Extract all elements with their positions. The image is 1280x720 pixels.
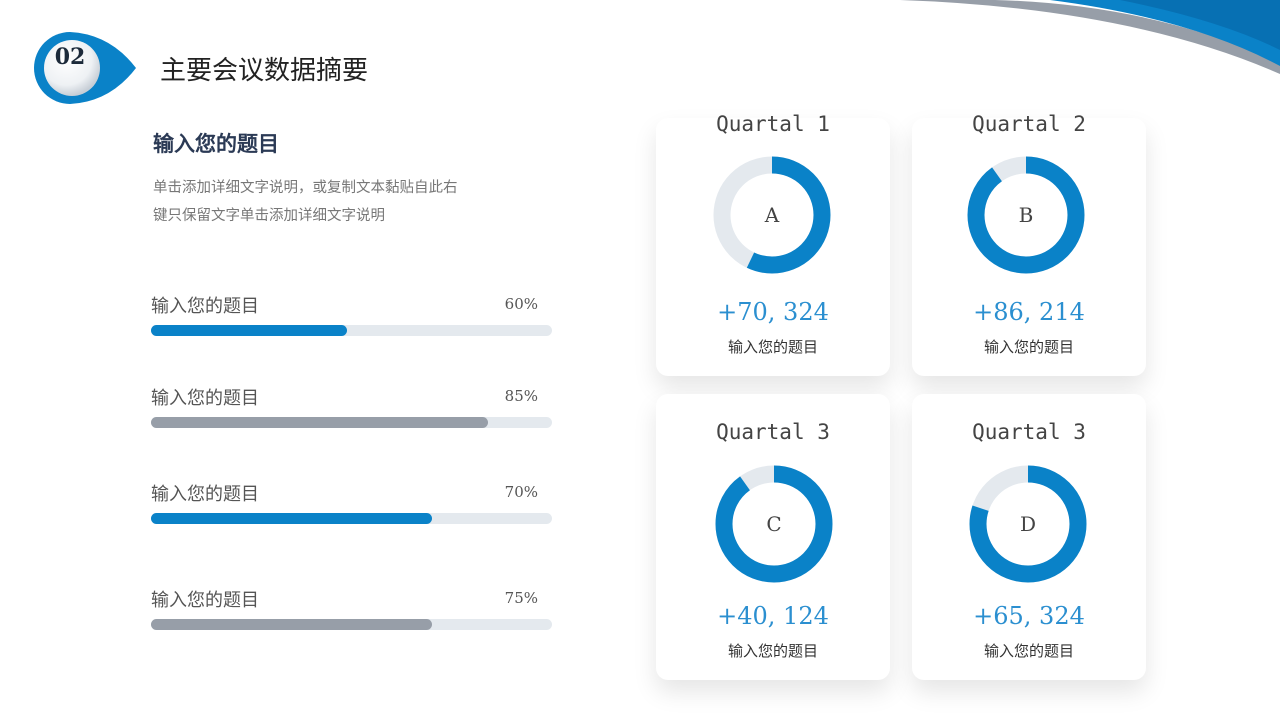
card-caption: 输入您的题目 bbox=[983, 338, 1074, 356]
card-caption: 输入您的题目 bbox=[983, 642, 1074, 660]
donut-letter: B bbox=[1018, 203, 1034, 227]
progress-fill bbox=[151, 619, 432, 630]
donut-letter: C bbox=[766, 512, 782, 536]
progress-fill bbox=[151, 513, 432, 524]
intro-description: 单击添加详细文字说明，或复制文本黏贴自此右 键只保留文字单击添加详细文字说明 bbox=[153, 174, 533, 230]
donut-value-arc bbox=[967, 156, 1085, 274]
progress-value: 70% bbox=[504, 483, 538, 501]
progress-label: 输入您的题目 bbox=[151, 388, 259, 409]
card-stat: +40, 124 bbox=[717, 602, 829, 630]
progress-label: 输入您的题目 bbox=[151, 590, 259, 611]
intro-subtitle: 输入您的题目 bbox=[153, 131, 279, 156]
description-line: 单击添加详细文字说明，或复制文本黏贴自此右 bbox=[153, 180, 458, 196]
card-title: Quartal 3 bbox=[716, 420, 830, 444]
progress-value: 75% bbox=[504, 589, 538, 607]
section-number-badge-icon bbox=[34, 32, 136, 104]
progress-value: 85% bbox=[504, 387, 538, 405]
card-stat: +65, 324 bbox=[973, 602, 1085, 630]
card-stat: +86, 214 bbox=[973, 298, 1085, 326]
progress-value: 60% bbox=[504, 295, 538, 313]
progress-label: 输入您的题目 bbox=[151, 296, 259, 317]
donut-chart bbox=[969, 465, 1087, 583]
stat-card: Quartal 2 B +86, 214 输入您的题目 bbox=[912, 112, 1146, 376]
donut-value-arc bbox=[969, 465, 1087, 583]
donut-value-arc bbox=[715, 465, 833, 583]
corner-swoosh-decoration bbox=[900, 0, 1280, 74]
donut-chart bbox=[967, 156, 1085, 274]
progress-track bbox=[151, 619, 552, 630]
progress-item: 输入您的题目 75% bbox=[151, 586, 552, 636]
progress-track bbox=[151, 417, 552, 428]
card-title: Quartal 2 bbox=[972, 112, 1086, 136]
donut-value-arc bbox=[713, 156, 831, 274]
progress-track bbox=[151, 325, 552, 336]
description-line: 键只保留文字单击添加详细文字说明 bbox=[153, 208, 385, 224]
donut-chart bbox=[713, 156, 831, 274]
progress-item: 输入您的题目 60% bbox=[151, 292, 552, 342]
card-title: Quartal 1 bbox=[716, 112, 830, 136]
progress-track bbox=[151, 513, 552, 524]
card-title: Quartal 3 bbox=[972, 420, 1086, 444]
donut-chart bbox=[715, 465, 833, 583]
page-title: 主要会议数据摘要 bbox=[160, 56, 369, 86]
section-number: 02 bbox=[54, 44, 86, 70]
card-caption: 输入您的题目 bbox=[727, 642, 818, 660]
progress-label: 输入您的题目 bbox=[151, 484, 259, 505]
donut-letter: A bbox=[764, 203, 780, 227]
stat-card: Quartal 3 D +65, 324 输入您的题目 bbox=[912, 394, 1146, 680]
donut-letter: D bbox=[1019, 512, 1037, 536]
progress-fill bbox=[151, 417, 488, 428]
card-caption: 输入您的题目 bbox=[727, 338, 818, 356]
stat-card: Quartal 1 A +70, 324 输入您的题目 bbox=[656, 112, 890, 376]
progress-item: 输入您的题目 70% bbox=[151, 480, 552, 530]
stat-card: Quartal 3 C +40, 124 输入您的题目 bbox=[656, 394, 890, 680]
progress-item: 输入您的题目 85% bbox=[151, 384, 552, 434]
card-stat: +70, 324 bbox=[717, 298, 829, 326]
progress-fill bbox=[151, 325, 348, 336]
